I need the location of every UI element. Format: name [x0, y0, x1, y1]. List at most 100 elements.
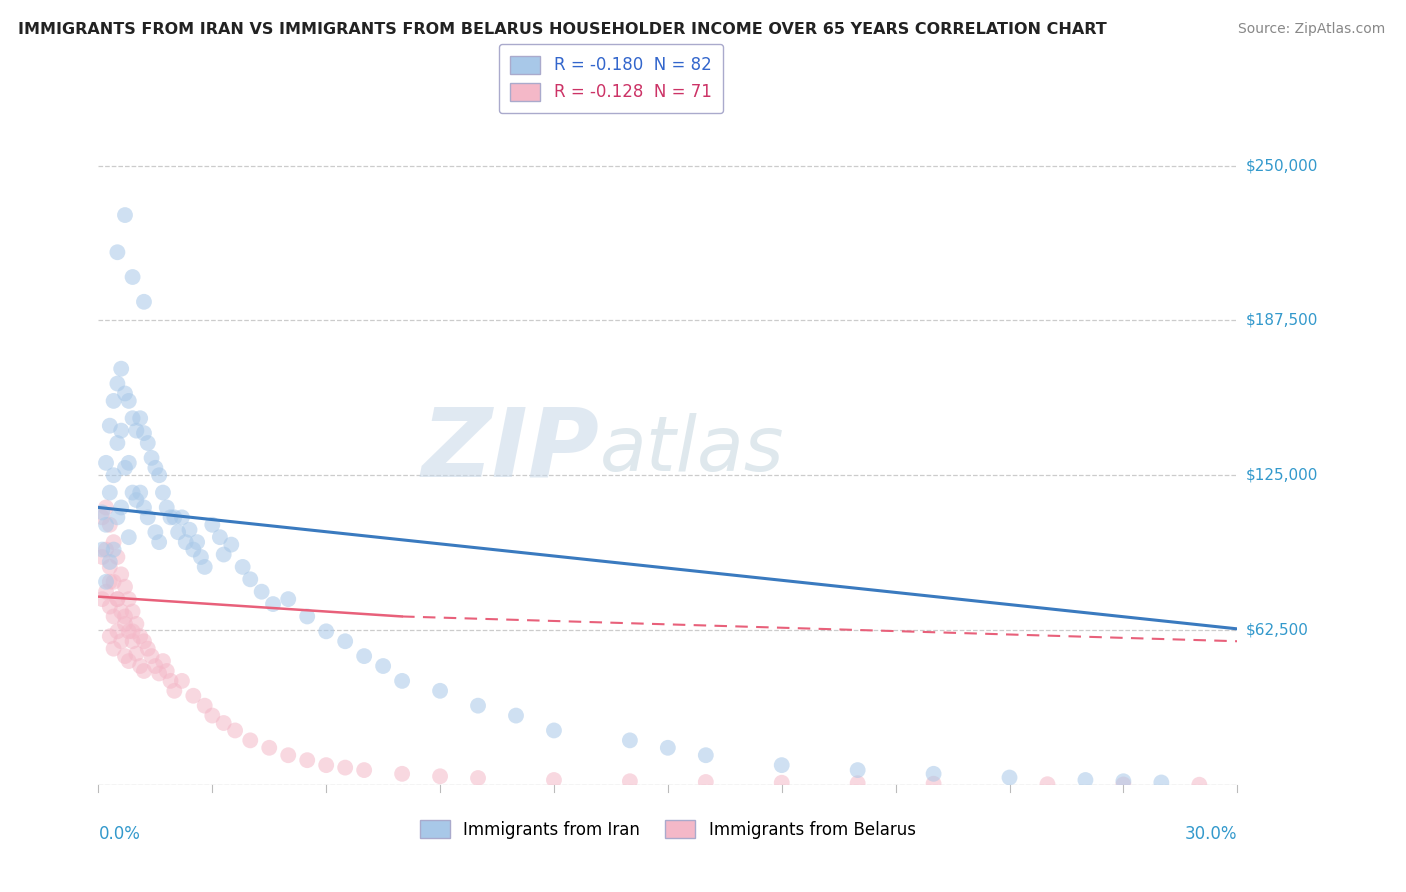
Point [619, 733, 641, 747]
Point [201, 517, 224, 532]
Point [194, 698, 217, 713]
Point [315, 624, 337, 639]
Point [91, 505, 114, 519]
Point [186, 535, 208, 549]
Point [208, 530, 231, 544]
Point [94, 574, 117, 589]
Point [98, 418, 121, 433]
Point [125, 493, 148, 508]
Point [262, 597, 284, 611]
Point [114, 616, 136, 631]
Point [543, 772, 565, 787]
Point [159, 510, 181, 524]
Point [846, 763, 869, 777]
Point [132, 294, 155, 309]
Point [922, 766, 945, 781]
Point [129, 485, 152, 500]
Point [1074, 772, 1097, 787]
Point [125, 647, 148, 661]
Point [232, 560, 254, 574]
Point [1150, 775, 1173, 789]
Text: 30.0%: 30.0% [1185, 824, 1237, 843]
Point [91, 542, 114, 557]
Point [103, 535, 125, 549]
Point [159, 673, 181, 688]
Point [277, 748, 299, 763]
Point [429, 683, 451, 698]
Point [103, 393, 125, 408]
Point [239, 733, 262, 747]
Point [145, 525, 167, 540]
Point [110, 361, 132, 376]
Point [224, 723, 246, 738]
Point [94, 584, 117, 599]
Point [277, 592, 299, 607]
Point [114, 460, 136, 475]
Text: $250,000: $250,000 [1246, 158, 1317, 173]
Point [98, 517, 121, 532]
Point [695, 775, 717, 789]
Point [163, 683, 186, 698]
Point [91, 592, 114, 607]
Point [148, 666, 170, 681]
Point [190, 549, 212, 564]
Text: IMMIGRANTS FROM IRAN VS IMMIGRANTS FROM BELARUS HOUSEHOLDER INCOME OVER 65 YEARS: IMMIGRANTS FROM IRAN VS IMMIGRANTS FROM … [18, 22, 1107, 37]
Point [543, 723, 565, 738]
Point [118, 393, 141, 408]
Point [770, 775, 793, 790]
Point [183, 689, 205, 703]
Point [132, 664, 155, 678]
Point [121, 624, 143, 639]
Point [94, 500, 117, 515]
Point [183, 542, 205, 557]
Point [221, 538, 243, 552]
Text: Source: ZipAtlas.com: Source: ZipAtlas.com [1237, 22, 1385, 37]
Text: atlas: atlas [599, 414, 785, 487]
Point [136, 510, 159, 524]
Point [110, 634, 132, 648]
Text: $62,500: $62,500 [1246, 623, 1309, 638]
Point [118, 624, 141, 639]
Point [103, 542, 125, 557]
Point [770, 758, 793, 772]
Point [98, 629, 121, 643]
Point [170, 673, 193, 688]
Point [98, 560, 121, 574]
Point [114, 609, 136, 624]
Point [174, 535, 197, 549]
Point [125, 424, 148, 438]
Point [335, 634, 357, 648]
Text: 0.0%: 0.0% [98, 824, 141, 843]
Point [259, 740, 281, 755]
Point [297, 609, 319, 624]
Point [353, 763, 375, 777]
Point [125, 616, 148, 631]
Point [156, 664, 179, 678]
Text: $187,500: $187,500 [1246, 313, 1317, 328]
Point [121, 485, 143, 500]
Point [94, 517, 117, 532]
Point [429, 769, 451, 783]
Point [371, 659, 394, 673]
Point [201, 708, 224, 723]
Point [1036, 777, 1059, 791]
Point [163, 510, 186, 524]
Point [94, 456, 117, 470]
Point [110, 605, 132, 619]
Text: $125,000: $125,000 [1246, 467, 1317, 483]
Point [315, 758, 337, 772]
Point [103, 468, 125, 483]
Point [114, 386, 136, 401]
Point [110, 567, 132, 582]
Point [505, 708, 527, 723]
Point [846, 776, 869, 790]
Point [129, 659, 152, 673]
Point [239, 572, 262, 586]
Point [619, 774, 641, 789]
Point [145, 659, 167, 673]
Point [141, 450, 163, 465]
Point [110, 500, 132, 515]
Point [118, 654, 141, 668]
Point [297, 753, 319, 767]
Point [132, 500, 155, 515]
